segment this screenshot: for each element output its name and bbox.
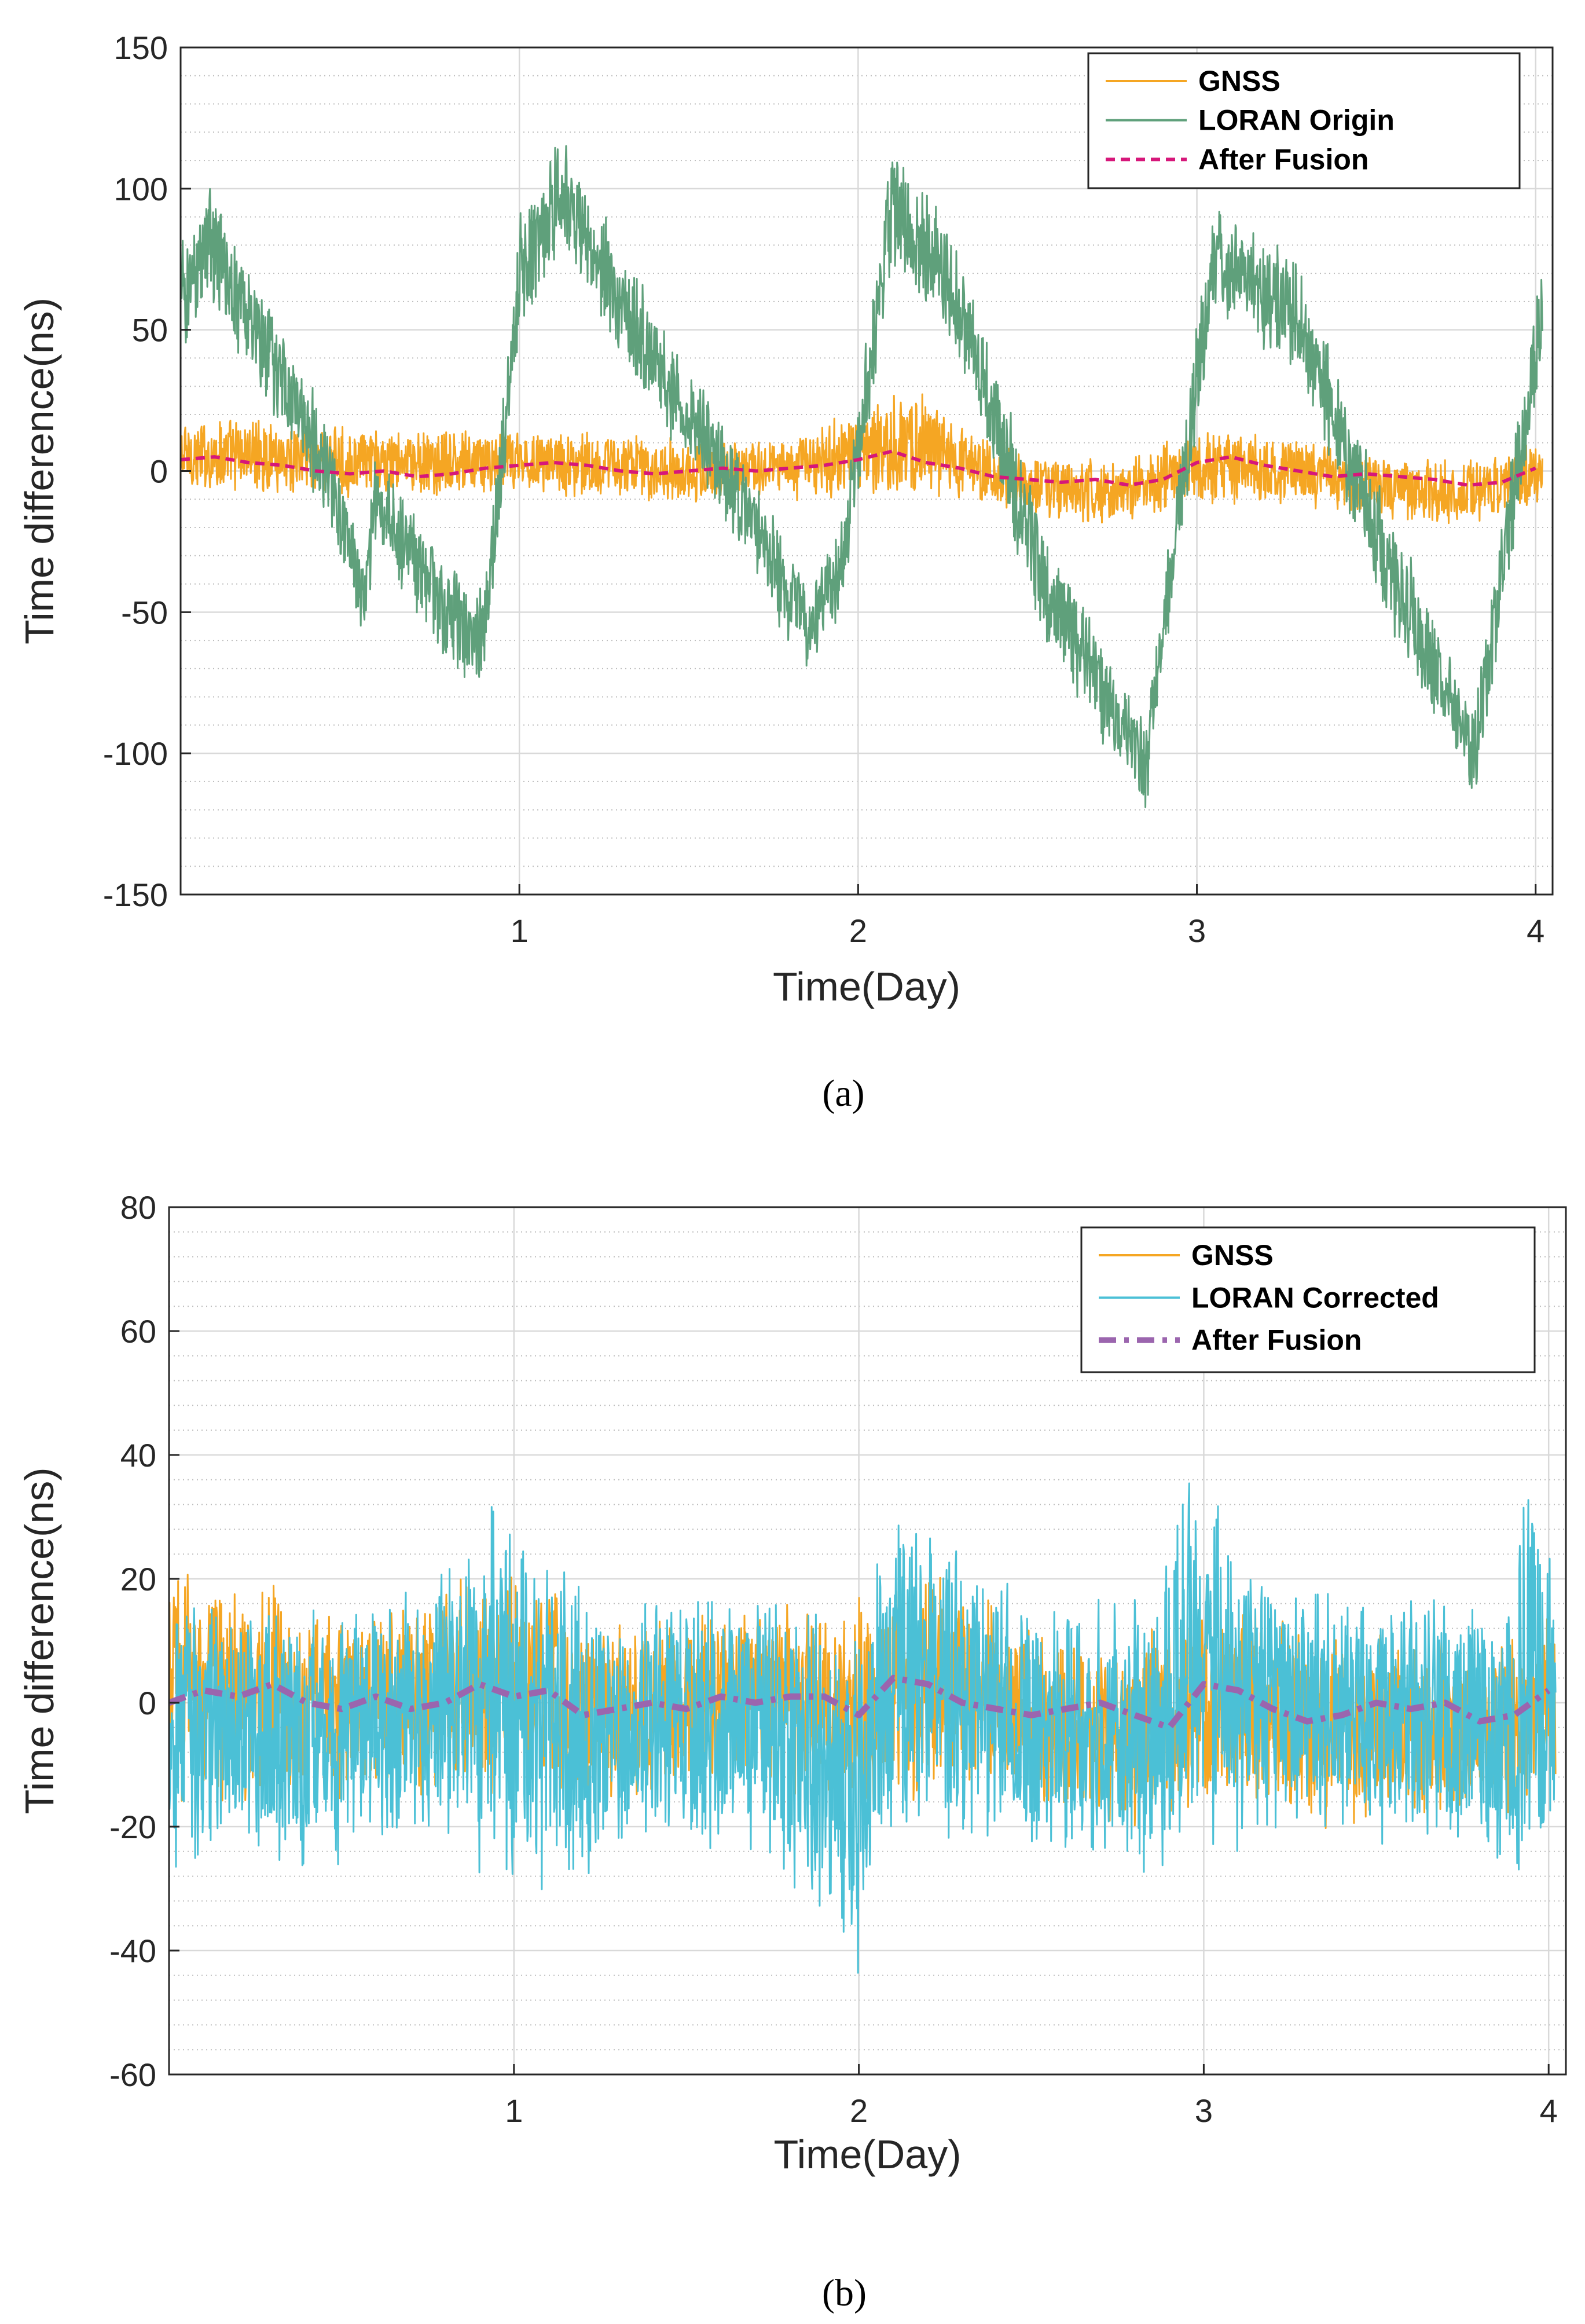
y-tick-label: -20 xyxy=(109,1809,156,1845)
y-tick-label: 150 xyxy=(114,30,168,66)
x-tick-label: 3 xyxy=(1195,2092,1213,2129)
chart-panel-b: -60 -40 -20 0 20 40 60 80 1 2 3 4 Time(Day) Time diff… xyxy=(17,1189,1567,2177)
y-tick-label: 20 xyxy=(120,1561,156,1597)
x-tick-label: 1 xyxy=(505,2092,523,2129)
legend-label: LORAN Origin xyxy=(1198,104,1395,137)
y-tick-label: 40 xyxy=(120,1437,156,1473)
y-tick-label: -60 xyxy=(109,2057,156,2093)
y-axis-label: Time difference(ns) xyxy=(17,298,62,644)
series-line-loran-origin xyxy=(181,145,1543,808)
legend-label: GNSS xyxy=(1198,65,1281,97)
panel-caption: (a) xyxy=(822,1072,864,1115)
y-tick-label: 0 xyxy=(150,453,168,490)
legend: GNSS LORAN Origin After Fusion xyxy=(1087,52,1521,189)
legend-box xyxy=(1080,1226,1536,1373)
x-axis-label: Time(Day) xyxy=(773,964,960,1009)
x-tick-label: 2 xyxy=(850,2092,868,2129)
legend: GNSS LORAN Corrected After Fusion xyxy=(1080,1226,1536,1373)
panel-caption: (b) xyxy=(822,2272,867,2314)
x-tick-label: 4 xyxy=(1527,912,1544,949)
y-tick-label: 80 xyxy=(120,1189,156,1226)
y-tick-label: -100 xyxy=(103,735,168,772)
axes-frame xyxy=(168,1206,1567,2076)
plot-data xyxy=(181,145,1543,808)
legend-label: GNSS xyxy=(1191,1239,1274,1271)
y-tick-label: -40 xyxy=(109,1933,156,1969)
x-axis-label: Time(Day) xyxy=(773,2132,961,2177)
x-tick-label: 1 xyxy=(511,912,529,949)
series-line-loran-corrected xyxy=(169,1482,1557,1974)
y-axis-label: Time difference(ns) xyxy=(17,1467,62,1814)
y-tick-label: -50 xyxy=(121,594,168,631)
legend-label: After Fusion xyxy=(1191,1324,1362,1357)
legend-label: LORAN Corrected xyxy=(1191,1281,1439,1314)
legend-label: After Fusion xyxy=(1198,143,1368,175)
plot-data xyxy=(169,1482,1557,1974)
y-tick-label: 100 xyxy=(114,171,168,207)
x-tick-label: 3 xyxy=(1188,912,1206,949)
x-tick-label: 4 xyxy=(1540,2092,1558,2129)
y-tick-label: 50 xyxy=(132,312,168,349)
y-tick-label: -150 xyxy=(103,877,168,913)
y-tick-label: 60 xyxy=(120,1313,156,1350)
x-tick-label: 2 xyxy=(849,912,867,949)
y-tick-label: 0 xyxy=(138,1685,156,1721)
chart-panel-a: -150 -100 -50 0 50 100 150 1 2 3 4 Time(Day) Time di… xyxy=(17,30,1554,1009)
